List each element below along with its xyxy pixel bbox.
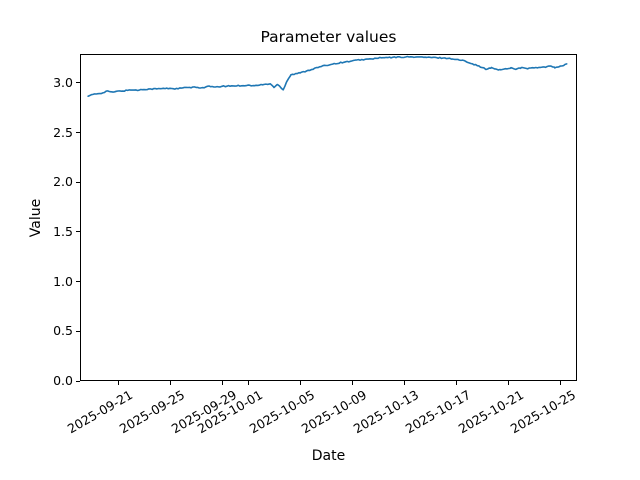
x-tick-mark	[222, 381, 223, 385]
x-tick-mark	[352, 381, 354, 385]
y-tick-label: 1.0	[53, 273, 73, 289]
x-tick-mark	[404, 381, 406, 385]
y-tick-mark	[76, 380, 80, 382]
x-tick-mark	[117, 381, 119, 385]
y-tick-mark	[76, 231, 80, 233]
x-axis-label: Date	[311, 448, 346, 464]
plot-area	[80, 54, 577, 381]
y-tick-mark	[76, 82, 80, 84]
y-tick-mark	[76, 132, 80, 134]
y-tick-label: 2.0	[53, 174, 73, 190]
x-tick-mark	[456, 381, 458, 385]
y-tick-label: 3.0	[53, 74, 73, 90]
y-tick-mark	[76, 181, 80, 183]
chart-title: Parameter values	[260, 28, 397, 46]
x-tick-mark	[560, 381, 562, 385]
y-axis-label: Value	[28, 198, 44, 238]
y-tick-mark	[76, 281, 80, 283]
x-tick-mark	[300, 381, 302, 385]
x-tick-mark	[169, 381, 171, 385]
y-tick-label: 0.0	[53, 373, 73, 388]
y-tick-mark	[76, 330, 80, 332]
x-tick-mark	[508, 381, 510, 385]
y-tick-label: 1.5	[53, 223, 73, 239]
x-tick-mark	[248, 381, 249, 385]
y-tick-label: 2.5	[53, 124, 73, 140]
y-tick-label: 0.5	[53, 323, 73, 339]
